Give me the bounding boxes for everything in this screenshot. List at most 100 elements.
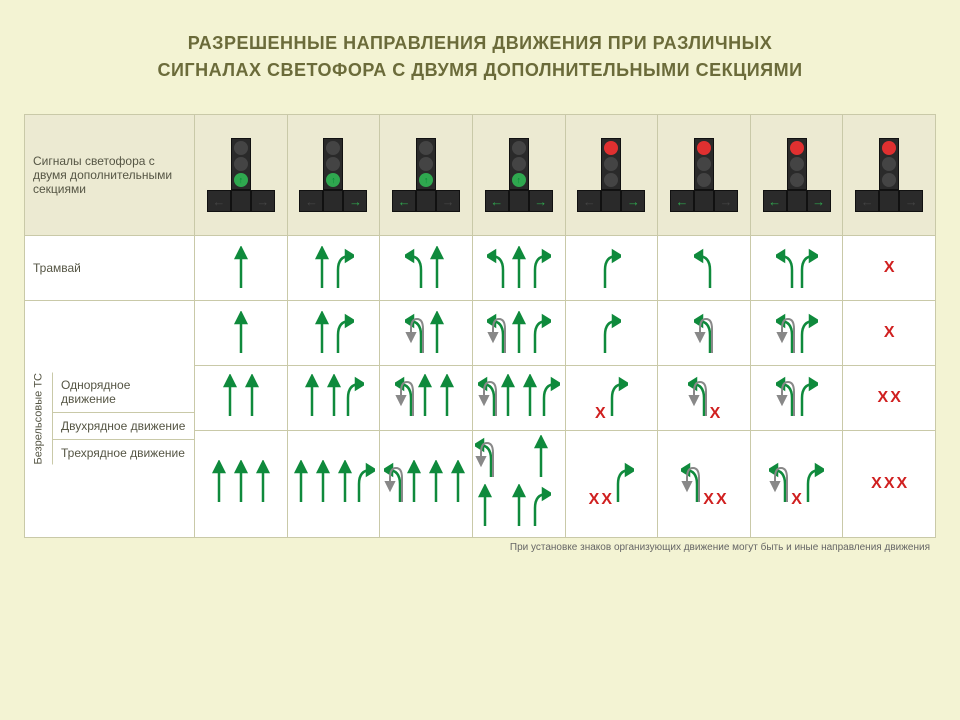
row-trackless-group: Безрельсовые ТС Однорядное движение Двух… — [25, 301, 935, 537]
lane-arrow — [220, 374, 240, 423]
lane-arrow: X — [703, 491, 714, 509]
row-1lane: X — [195, 301, 935, 366]
lane-arrow: X — [601, 491, 612, 509]
tl-center-spacer — [416, 190, 436, 212]
traffic-light: ← → — [577, 138, 645, 212]
lane-arrow: X — [890, 389, 901, 407]
header-cell: ← → — [843, 115, 935, 235]
lane-arrow — [231, 460, 251, 509]
lane-arrow — [291, 460, 311, 509]
x-mark: X — [589, 491, 600, 508]
page-title: РАЗРЕШЕННЫЕ НАПРАВЛЕНИЯ ДВИЖЕНИЯ ПРИ РАЗ… — [24, 30, 936, 84]
tram-cell — [566, 236, 659, 300]
lane-arrow — [302, 374, 322, 423]
x-mark: X — [897, 475, 908, 492]
direction-set: XX — [878, 389, 901, 407]
direction-set — [384, 460, 468, 509]
direction-set — [475, 435, 563, 533]
lane3-cell — [473, 431, 566, 537]
tl-right-section: → — [714, 190, 738, 212]
lane2-cell: XX — [843, 366, 935, 430]
lane1-cell — [380, 301, 473, 365]
lane-arrow — [776, 374, 796, 423]
tl-center-spacer — [601, 190, 621, 212]
lane-arrow: X — [716, 491, 727, 509]
lane-arrow — [242, 374, 262, 423]
lane-arrow — [448, 460, 468, 509]
direction-set — [776, 311, 818, 355]
direction-set: X — [769, 460, 824, 509]
lane-arrow: X — [595, 405, 606, 423]
lane-arrow — [426, 460, 446, 509]
lane2-cell — [473, 366, 566, 430]
direction-set — [231, 246, 251, 290]
tl-left-section: ← — [763, 190, 787, 212]
tl-left-section: ← — [392, 190, 416, 212]
lane1-cell — [195, 301, 288, 365]
tl-left-section: ← — [577, 190, 601, 212]
lane-arrow — [384, 460, 424, 509]
lane-arrow — [324, 374, 364, 423]
x-mark: X — [890, 389, 901, 406]
lane1-cell — [566, 301, 659, 365]
lane-arrow — [608, 374, 628, 423]
x-mark: X — [716, 491, 727, 508]
direction-set — [312, 246, 354, 290]
lane3-cell: X — [751, 431, 844, 537]
direction-set — [601, 311, 621, 355]
tl-center-spacer — [787, 190, 807, 212]
direction-set — [487, 246, 551, 290]
lane2-cell — [288, 366, 381, 430]
lane3-cell — [288, 431, 381, 537]
traffic-light: ↑ ← → — [207, 138, 275, 212]
lane-arrow — [769, 460, 789, 509]
lane-arrow — [688, 374, 708, 423]
lane-arrow — [437, 374, 457, 423]
x-mark: X — [878, 389, 889, 406]
tl-center-spacer — [323, 190, 343, 212]
row-2lane: XXXX — [195, 366, 935, 431]
direction-set — [209, 460, 273, 509]
label-tram: Трамвай — [25, 236, 195, 300]
x-mark: X — [710, 405, 721, 422]
lane-arrow — [681, 460, 701, 509]
direction-set — [405, 311, 447, 355]
direction-set — [312, 311, 354, 355]
lane3-cell: XXX — [843, 431, 935, 537]
header-cell: ← → — [566, 115, 659, 235]
tl-center-spacer — [231, 190, 251, 212]
traffic-light: ← → — [670, 138, 738, 212]
lane-arrow — [798, 374, 818, 423]
label-2lane: Двухрядное движение — [53, 413, 194, 440]
lane1-cell — [473, 301, 566, 365]
x-mark: X — [601, 491, 612, 508]
lane-arrow — [804, 460, 824, 509]
header-cell: ← → — [658, 115, 751, 235]
tl-center-spacer — [879, 190, 899, 212]
lane-arrow: X — [589, 491, 600, 509]
lane-arrow: X — [897, 475, 908, 493]
lane-arrow — [313, 460, 333, 509]
lane-arrow — [520, 374, 560, 423]
lane-arrow — [531, 435, 563, 533]
direction-set — [694, 246, 714, 290]
direction-set: X — [884, 324, 895, 342]
row-tram: Трамвай X — [25, 236, 935, 301]
tl-right-section: → — [529, 190, 553, 212]
traffic-light: ← → — [763, 138, 831, 212]
lane3-cell: XX — [566, 431, 659, 537]
direction-set — [302, 374, 364, 423]
tl-right-section: → — [621, 190, 645, 212]
header-cell: ← → — [751, 115, 844, 235]
header-cell: ↑ ← → — [473, 115, 566, 235]
tl-right-section: → — [343, 190, 367, 212]
lane-arrow: X — [710, 405, 721, 423]
direction-set — [291, 460, 375, 509]
lane2-cell — [380, 366, 473, 430]
traffic-light: ← → — [855, 138, 923, 212]
tram-cell — [473, 236, 566, 300]
lane-arrow — [209, 460, 229, 509]
lane-arrow — [253, 460, 273, 509]
signals-table: Сигналы светофора с двумя дополнительным… — [24, 114, 936, 538]
direction-set: X — [688, 374, 721, 423]
